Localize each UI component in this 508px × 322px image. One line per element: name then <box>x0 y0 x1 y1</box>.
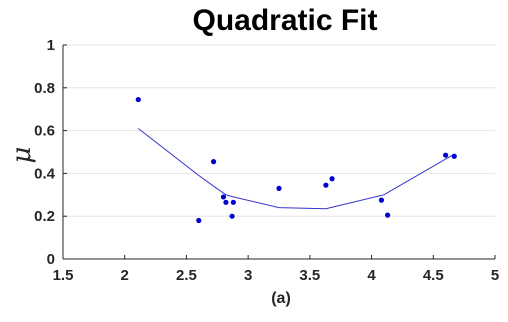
axes <box>62 44 496 260</box>
data-point <box>230 199 236 205</box>
x-tick-label: 1.5 <box>53 267 74 284</box>
fit-curve <box>137 128 455 210</box>
x-axis-label: (a) <box>271 290 291 307</box>
data-point <box>378 197 385 203</box>
scatter-points <box>135 96 457 224</box>
x-tick-label: 2.5 <box>176 267 197 284</box>
y-tick-label: 1 <box>47 37 55 54</box>
x-tick-label: 2 <box>121 267 129 284</box>
fit-curve-layer <box>137 128 455 210</box>
y-tick-labels: 0 0.2 0.4 0.6 0.8 1 <box>34 37 56 268</box>
data-point <box>323 182 329 188</box>
y-tick-label: 0 <box>47 251 55 268</box>
y-tick-label: 0.6 <box>34 123 55 140</box>
y-tick-label: 0.8 <box>34 80 55 97</box>
data-point <box>135 96 141 103</box>
data-point <box>385 212 391 218</box>
y-tick-label: 0.4 <box>34 165 56 182</box>
data-point <box>210 159 217 165</box>
x-tick-label: 4 <box>367 267 376 284</box>
data-point <box>329 176 335 182</box>
x-tick-labels: 1.5 2 2.5 3 3.5 4 4.5 5 <box>53 267 500 284</box>
grid-lines <box>63 44 495 217</box>
data-point <box>276 185 282 191</box>
data-point <box>443 152 449 158</box>
x-tick-label: 4.5 <box>423 267 444 284</box>
data-point <box>229 213 235 219</box>
chart-title: Quadratic Fit <box>192 4 377 37</box>
data-point <box>451 153 457 159</box>
data-point <box>196 217 202 224</box>
data-point <box>220 194 227 200</box>
x-tick-label: 3.5 <box>299 267 320 284</box>
y-tick-label: 0.2 <box>34 208 55 225</box>
data-point <box>223 199 229 205</box>
x-tick-label: 3 <box>244 267 252 284</box>
y-axis-label: μ <box>7 147 37 164</box>
x-tick-label: 5 <box>491 267 499 284</box>
